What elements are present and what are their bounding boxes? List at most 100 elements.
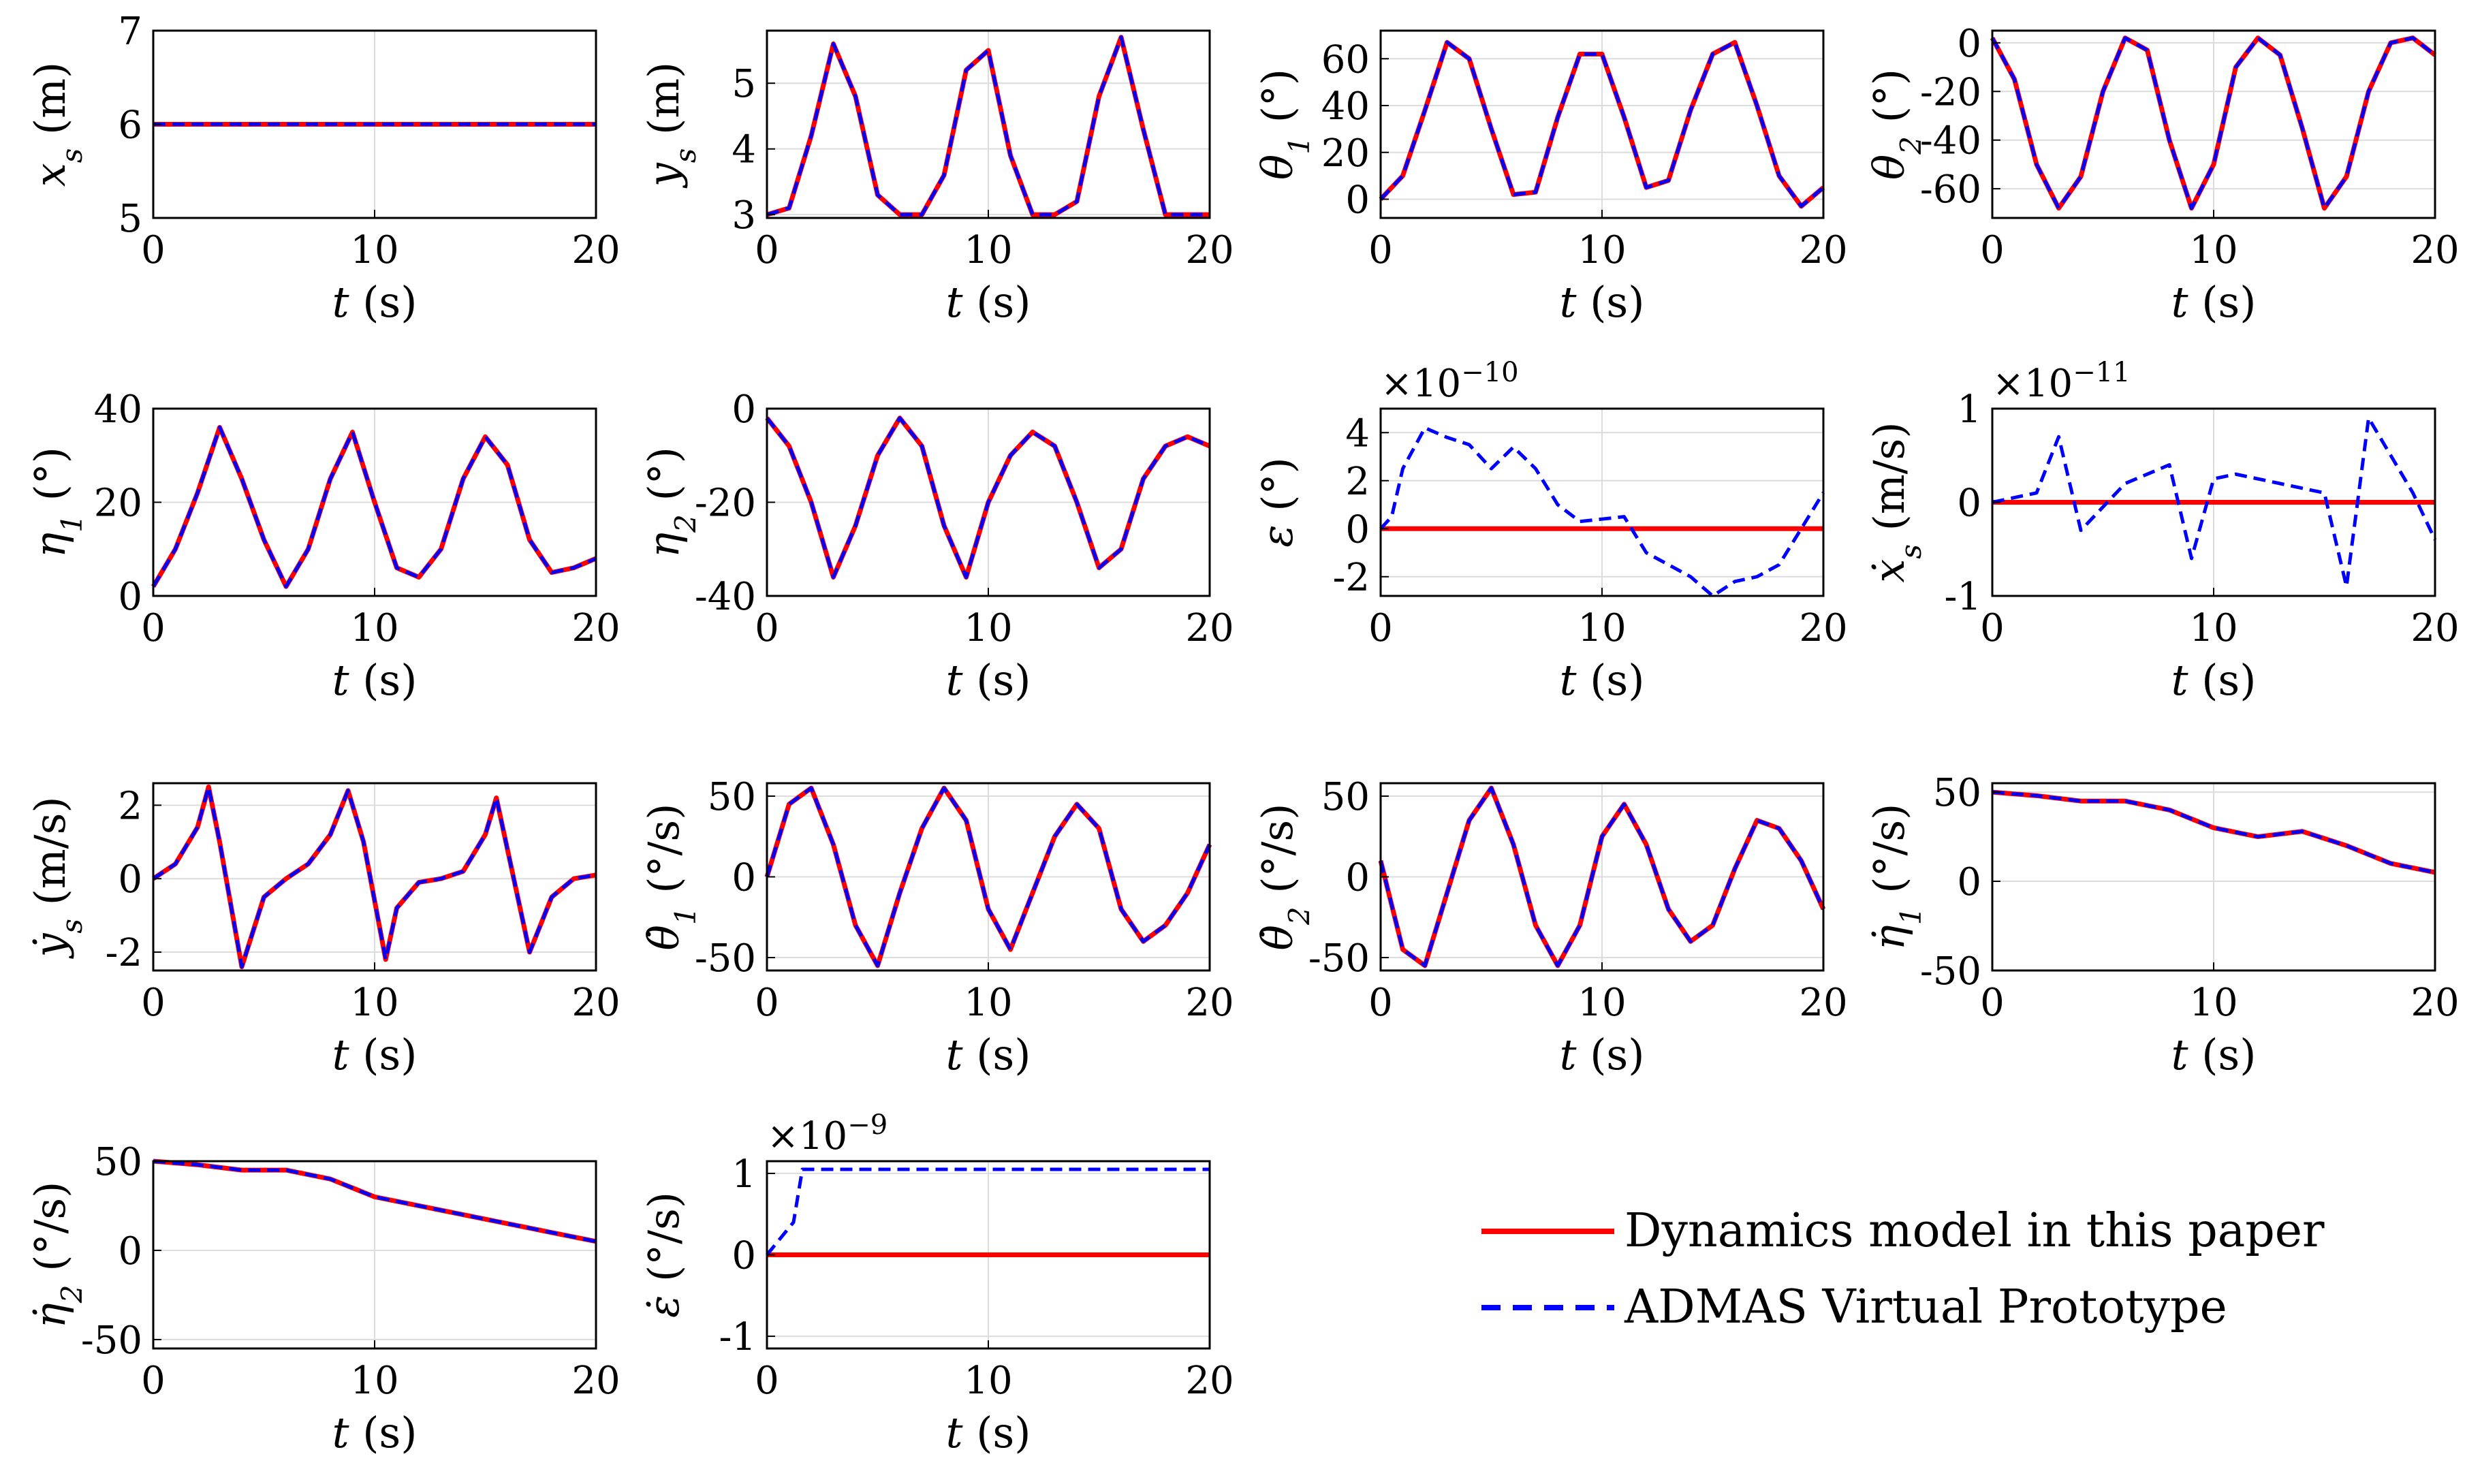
y-tick-label: 0: [732, 1234, 756, 1278]
y-axis-label: xs (m): [25, 62, 89, 187]
subplot-1: 0 10 20 5 6 7 t (s) xs (m): [25, 10, 621, 327]
x-axis-label: t (s): [946, 655, 1031, 705]
y-tick-label: 40: [94, 388, 142, 432]
x-tick-label: 10: [350, 1359, 398, 1403]
y-tick-label: 7: [118, 10, 142, 54]
y-tick-label: -1: [1944, 575, 1981, 619]
x-tick-label: 20: [2411, 606, 2459, 650]
x-tick-label: 10: [350, 228, 398, 272]
y-axis-label: θ̇1 (°/s): [639, 804, 702, 951]
y-tick-label: -1: [719, 1315, 756, 1359]
series-line-prototype: [151, 426, 597, 588]
series-line-prototype: [152, 785, 597, 969]
axis-multiplier: ×10−10: [1381, 357, 1519, 406]
y-axis-label: ε (°): [1253, 457, 1302, 547]
x-tick-label: 20: [2411, 981, 2459, 1025]
x-tick-label: 20: [1799, 981, 1847, 1025]
x-axis-label: t (s): [2171, 655, 2257, 705]
x-tick-label: 0: [1980, 606, 2005, 650]
series-line-prototype: [1990, 36, 2436, 210]
x-axis-label: t (s): [332, 1030, 418, 1079]
x-tick-label: 0: [1368, 606, 1393, 650]
x-tick-label: 0: [755, 606, 779, 650]
series-line-prototype: [765, 786, 1212, 968]
y-tick-label: -40: [1920, 119, 1981, 163]
y-tick-label: 50: [1321, 775, 1370, 819]
y-tick-label: 0: [1345, 507, 1370, 552]
series-line-model: [153, 1158, 597, 1244]
y-tick-label: -50: [81, 1319, 142, 1363]
y-tick-label: -2: [1332, 556, 1370, 600]
x-tick-label: 10: [964, 228, 1012, 272]
x-tick-label: 0: [1368, 981, 1393, 1025]
y-tick-label: -40: [695, 575, 756, 619]
y-tick-label: 40: [1321, 84, 1370, 129]
x-tick-label: 0: [1980, 228, 2005, 272]
x-axis-label: t (s): [946, 1030, 1031, 1079]
y-tick-label: 4: [732, 128, 756, 172]
y-tick-label: 20: [94, 481, 142, 526]
y-tick-label: 0: [1957, 860, 1981, 904]
x-tick-label: 20: [1799, 606, 1847, 650]
series-line-prototype: [766, 1167, 1210, 1257]
x-axis-label: t (s): [2171, 277, 2257, 327]
x-tick-label: 20: [571, 228, 620, 272]
y-tick-label: 4: [1345, 411, 1370, 456]
y-tick-label: -50: [695, 936, 756, 981]
y-tick-label: -20: [695, 481, 756, 526]
x-axis-label: t (s): [1560, 277, 1645, 327]
x-axis-label: t (s): [332, 655, 418, 705]
y-axis-label: θ̇2 (°/s): [1253, 804, 1316, 951]
x-tick-label: 0: [141, 228, 166, 272]
x-axis-label: t (s): [2171, 1030, 2257, 1079]
x-axis-label: t (s): [1560, 655, 1645, 705]
y-axis-label: ẏs (m/s): [25, 796, 89, 959]
y-tick-label: 0: [118, 857, 142, 902]
y-tick-label: 3: [732, 193, 756, 238]
x-axis-label: t (s): [1560, 1030, 1645, 1079]
x-tick-label: 0: [755, 1359, 779, 1403]
x-tick-label: 20: [2411, 228, 2459, 272]
y-tick-label: 6: [118, 104, 142, 148]
x-tick-label: 10: [964, 1359, 1012, 1403]
subplot-9: 0 10 20 -2 0 2 t (s) ẏs (m/s): [25, 782, 621, 1079]
x-axis-label: t (s): [946, 1408, 1031, 1457]
x-tick-label: 20: [571, 981, 620, 1025]
x-tick-label: 0: [1980, 981, 2005, 1025]
x-tick-label: 0: [755, 981, 779, 1025]
y-tick-label: -50: [1308, 936, 1370, 981]
y-tick-label: 0: [1345, 178, 1370, 223]
y-axis-label: η1 (°): [25, 447, 89, 558]
legend: Dynamics model in this paper ADMAS Virtu…: [1481, 1204, 2325, 1334]
x-tick-label: 20: [1185, 981, 1234, 1025]
subplot-6: 0 10 20 -40 -20 0 t (s) η2 (°): [639, 388, 1234, 705]
y-tick-label: 50: [708, 775, 756, 819]
x-tick-label: 20: [1185, 228, 1234, 272]
x-tick-label: 20: [1185, 1359, 1234, 1403]
x-tick-label: 10: [2189, 606, 2238, 650]
y-tick-label: 1: [1957, 388, 1981, 432]
y-tick-label: 0: [1345, 856, 1370, 900]
x-axis-label: t (s): [946, 277, 1031, 327]
axis-multiplier: ×10−11: [1992, 357, 2131, 406]
x-tick-label: 0: [1368, 228, 1393, 272]
y-axis-label: ys (m): [639, 62, 702, 189]
x-tick-label: 10: [964, 606, 1012, 650]
y-tick-label: 0: [732, 856, 756, 900]
y-tick-label: -2: [105, 931, 142, 975]
y-tick-label: 50: [94, 1140, 142, 1184]
y-tick-label: 1: [732, 1152, 756, 1197]
x-tick-label: 10: [1577, 606, 1626, 650]
series-line-prototype: [1379, 426, 1825, 598]
series-line-prototype: [1379, 786, 1825, 968]
subplot-5: 0 10 20 0 20 40 t (s) η1 (°): [25, 388, 621, 705]
y-axis-label: ẋs (m/s): [1864, 422, 1928, 582]
series-line-model: [1992, 789, 2436, 875]
y-tick-label: 0: [118, 575, 142, 619]
x-axis-label: t (s): [332, 277, 418, 327]
y-tick-label: -60: [1920, 168, 1981, 212]
